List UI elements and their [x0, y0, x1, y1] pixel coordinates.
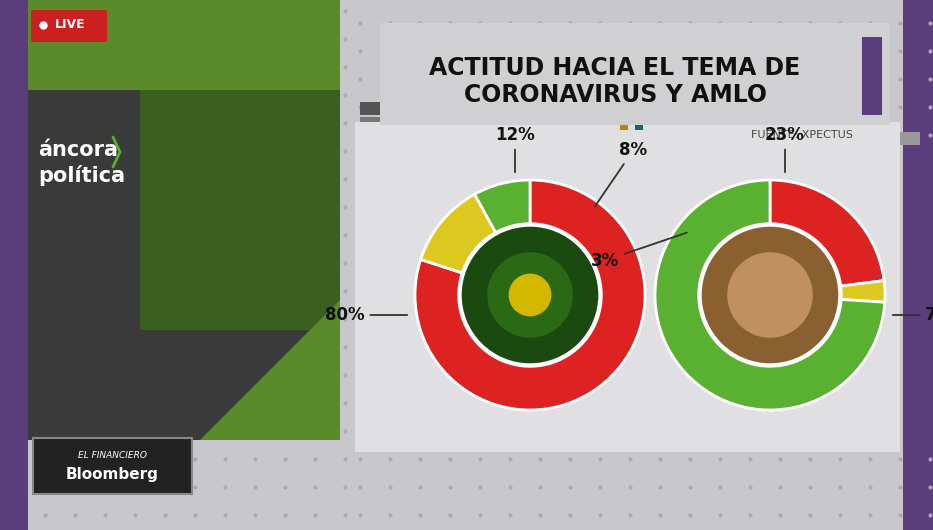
FancyBboxPatch shape: [28, 0, 340, 230]
Text: política: política: [38, 164, 125, 186]
Text: Bloomberg: Bloomberg: [65, 467, 159, 482]
Circle shape: [508, 273, 551, 316]
FancyBboxPatch shape: [360, 102, 890, 115]
FancyBboxPatch shape: [360, 117, 840, 130]
FancyBboxPatch shape: [380, 23, 890, 125]
Circle shape: [462, 227, 598, 363]
Text: 80%: 80%: [326, 306, 407, 324]
FancyBboxPatch shape: [355, 122, 900, 452]
Circle shape: [702, 227, 838, 363]
FancyBboxPatch shape: [28, 90, 340, 440]
Text: 23%: 23%: [765, 126, 805, 172]
FancyBboxPatch shape: [140, 90, 340, 330]
Text: CORONAVIRUS Y AMLO: CORONAVIRUS Y AMLO: [464, 83, 767, 107]
Text: ACTITUD HACIA EL TEMA DE: ACTITUD HACIA EL TEMA DE: [429, 56, 801, 80]
Circle shape: [727, 252, 813, 338]
Wedge shape: [841, 280, 885, 302]
FancyBboxPatch shape: [635, 102, 643, 130]
Wedge shape: [655, 180, 884, 410]
Text: EL FINANCIERO: EL FINANCIERO: [77, 450, 146, 460]
Text: 12%: 12%: [495, 126, 535, 172]
Circle shape: [487, 252, 573, 338]
FancyBboxPatch shape: [620, 102, 628, 130]
Text: 8%: 8%: [595, 141, 648, 207]
FancyBboxPatch shape: [862, 37, 882, 115]
FancyBboxPatch shape: [31, 10, 107, 42]
Text: LIVE: LIVE: [55, 19, 86, 31]
Wedge shape: [475, 180, 530, 233]
FancyBboxPatch shape: [360, 147, 560, 160]
Text: áncora: áncora: [38, 140, 118, 160]
Circle shape: [699, 224, 842, 366]
Text: 74%: 74%: [893, 306, 933, 324]
Circle shape: [459, 224, 601, 366]
FancyBboxPatch shape: [360, 132, 920, 145]
Polygon shape: [200, 300, 340, 440]
Wedge shape: [421, 194, 495, 273]
FancyBboxPatch shape: [33, 438, 192, 494]
Wedge shape: [415, 180, 645, 410]
Wedge shape: [770, 180, 884, 286]
FancyBboxPatch shape: [28, 0, 903, 530]
Text: FUENTE: XPECTUS: FUENTE: XPECTUS: [751, 130, 853, 140]
Text: 3%: 3%: [591, 233, 687, 269]
